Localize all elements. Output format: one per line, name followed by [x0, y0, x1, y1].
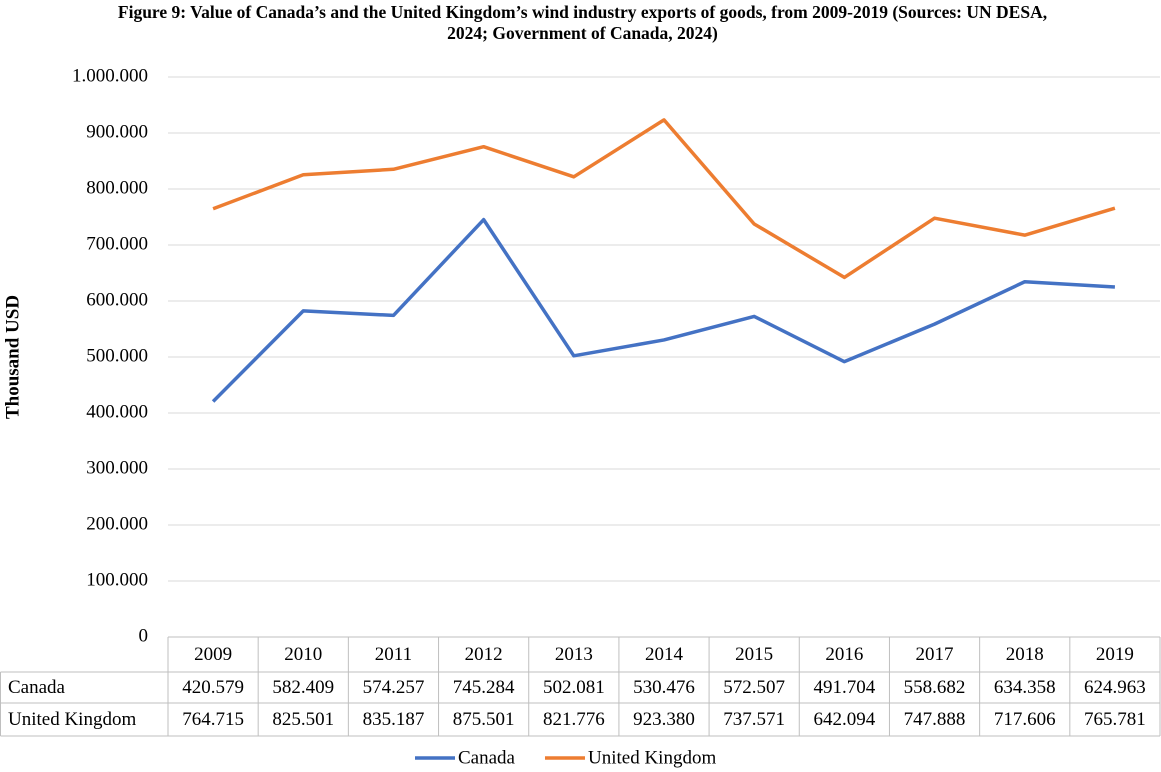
x-tick-label: 2010: [284, 644, 322, 665]
table-value: 420.579: [182, 677, 244, 698]
line-series: [212, 118, 1116, 280]
x-tick-label: 2014: [645, 644, 684, 665]
y-tick-label: 300.000: [86, 457, 148, 478]
table-value: 765.781: [1084, 709, 1146, 730]
table-value: 502.081: [543, 677, 605, 698]
line-series: [211, 217, 1116, 403]
table-value: 624.963: [1084, 677, 1146, 698]
x-tick-label: 2009: [194, 644, 232, 665]
y-tick-label: 100.000: [86, 569, 148, 590]
y-tick-label: 900.000: [86, 121, 148, 142]
x-tick-label: 2017: [916, 644, 954, 665]
y-axis-label: Thousand USD: [2, 295, 23, 419]
x-tick-label: 2011: [375, 644, 412, 665]
chart-title: Figure 9: Value of Canada’s and the Unit…: [117, 2, 1048, 43]
y-tick-label: 800.000: [86, 177, 148, 198]
legend-label: United Kingdom: [588, 747, 716, 768]
y-tick-label: 200.000: [86, 513, 148, 534]
legend-label: Canada: [458, 747, 516, 768]
table-value: 491.704: [813, 677, 875, 698]
table-value: 572.507: [723, 677, 785, 698]
x-tick-label: 2013: [555, 644, 593, 665]
table-value: 574.257: [363, 677, 425, 698]
x-tick-label: 2018: [1006, 644, 1044, 665]
table-value: 835.187: [363, 709, 425, 730]
y-tick-label: 600.000: [86, 289, 148, 310]
x-tick-label: 2012: [465, 644, 503, 665]
table-value: 558.682: [904, 677, 966, 698]
table-value: 642.094: [813, 709, 875, 730]
y-tick-label: 700.000: [86, 233, 148, 254]
table-value: 923.380: [633, 709, 695, 730]
table-value: 582.409: [272, 677, 334, 698]
x-tick-label: 2015: [735, 644, 773, 665]
x-tick-label: 2019: [1096, 644, 1134, 665]
table-value: 747.888: [904, 709, 966, 730]
table-value: 821.776: [543, 709, 605, 730]
table-value: 737.571: [723, 709, 785, 730]
y-tick-label: 500.000: [86, 345, 148, 366]
table-value: 530.476: [633, 677, 695, 698]
table-value: 717.606: [994, 709, 1056, 730]
table-value: 825.501: [272, 709, 334, 730]
y-tick-label: 400.000: [86, 401, 148, 422]
table-value: 764.715: [182, 709, 244, 730]
x-tick-label: 2016: [825, 644, 863, 665]
y-tick-label: 0: [139, 625, 149, 646]
y-tick-label: 1.000.000: [72, 65, 148, 86]
table-row-header: United Kingdom: [8, 709, 136, 730]
table-value: 634.358: [994, 677, 1056, 698]
table-value: 745.284: [453, 677, 515, 698]
table-value: 875.501: [453, 709, 515, 730]
table-row-header: Canada: [8, 677, 66, 698]
